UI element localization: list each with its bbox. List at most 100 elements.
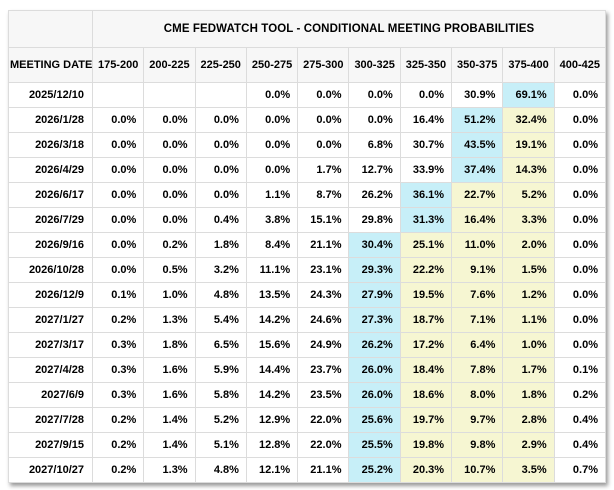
meeting-date-cell: 2027/4/28 xyxy=(8,357,93,383)
probability-cell: 0.0% xyxy=(91,157,145,183)
probability-cell: 18.7% xyxy=(399,307,453,333)
probability-cell: 23.5% xyxy=(297,382,350,408)
probability-cell: 21.1% xyxy=(297,457,350,483)
probability-cell: 0.5% xyxy=(143,257,196,283)
probability-cell: 0.0% xyxy=(194,132,247,158)
meeting-date-cell: 2027/10/27 xyxy=(8,457,93,483)
meeting-date-cell: 2026/10/28 xyxy=(8,257,93,283)
probability-cell: 0.2% xyxy=(553,382,607,408)
probability-cell: 0.2% xyxy=(91,307,145,333)
probability-cell: 21.1% xyxy=(297,232,350,258)
meeting-date-cell: 2027/1/27 xyxy=(8,307,93,333)
probability-cell: 6.4% xyxy=(451,332,504,358)
probability-cell: 1.0% xyxy=(502,332,555,358)
probability-cell: 69.1% xyxy=(502,82,555,108)
probability-cell: 0.0% xyxy=(553,282,607,308)
column-header-rate-range: 175-200 xyxy=(91,47,145,83)
probability-cell: 1.0% xyxy=(143,282,196,308)
probability-cell: 43.5% xyxy=(451,132,504,158)
probability-cell: 0.0% xyxy=(553,257,607,283)
probability-cell: 25.6% xyxy=(348,407,401,433)
column-header-rate-range: 350-375 xyxy=(451,47,504,83)
meeting-date-cell: 2026/3/18 xyxy=(8,132,93,158)
probability-cell: 0.0% xyxy=(91,232,145,258)
probability-cell: 0.0% xyxy=(194,107,247,133)
probability-cell: 12.9% xyxy=(245,407,299,433)
meeting-date-cell: 2026/1/28 xyxy=(8,107,93,133)
probability-cell: 4.8% xyxy=(194,282,247,308)
probability-cell: 1.5% xyxy=(502,257,555,283)
probability-cell: 0.1% xyxy=(91,282,145,308)
probability-cell: 0.0% xyxy=(297,82,350,108)
column-header-rate-range: 325-350 xyxy=(399,47,453,83)
probability-cell: 9.1% xyxy=(451,257,504,283)
probability-cell: 5.9% xyxy=(194,357,247,383)
probability-cell: 22.2% xyxy=(399,257,453,283)
probability-cell: 26.2% xyxy=(348,332,401,358)
probability-cell: 7.8% xyxy=(451,357,504,383)
column-header-rate-range: 250-275 xyxy=(245,47,299,83)
probability-cell: 0.2% xyxy=(91,432,145,458)
meeting-row: 2027/1/27 0.2% 1.3% 5.4% 14.2% 24.6% 27.3% 18.7… xyxy=(8,307,607,333)
meeting-date-cell: 2026/4/29 xyxy=(8,157,93,183)
probability-cell: 1.6% xyxy=(143,357,196,383)
probability-cell: 5.2% xyxy=(194,407,247,433)
probability-cell: 0.0% xyxy=(553,107,607,133)
meeting-row: 2027/7/28 0.2% 1.4% 5.2% 12.9% 22.0% 25.6% 19.7… xyxy=(8,407,607,433)
probability-cell: 0.1% xyxy=(553,357,607,383)
probability-cell: 1.4% xyxy=(143,407,196,433)
probability-cell: 26.2% xyxy=(348,182,401,208)
probability-cell xyxy=(91,82,145,108)
probability-cell: 1.4% xyxy=(143,432,196,458)
probability-cell: 0.0% xyxy=(399,82,453,108)
probability-cell: 1.7% xyxy=(297,157,350,183)
probability-cell: 18.4% xyxy=(399,357,453,383)
probability-cell: 0.2% xyxy=(91,457,145,483)
probability-cell: 0.0% xyxy=(553,182,607,208)
meeting-row: 2027/9/15 0.2% 1.4% 5.1% 12.8% 22.0% 25.5% 19.8… xyxy=(8,432,607,458)
probability-cell: 23.7% xyxy=(297,357,350,383)
meeting-date-cell: 2026/7/29 xyxy=(8,207,93,233)
probability-cell: 19.5% xyxy=(399,282,453,308)
meeting-date-cell: 2027/7/28 xyxy=(8,407,93,433)
probability-cell: 17.2% xyxy=(399,332,453,358)
probability-cell: 0.0% xyxy=(348,107,401,133)
probability-cell: 19.1% xyxy=(502,132,555,158)
probability-cell: 0.0% xyxy=(194,182,247,208)
probability-cell: 0.0% xyxy=(91,132,145,158)
probability-cell: 20.3% xyxy=(399,457,453,483)
probability-cell: 23.1% xyxy=(297,257,350,283)
column-header-rate-range: 375-400 xyxy=(502,47,555,83)
probability-cell: 9.7% xyxy=(451,407,504,433)
meeting-date-cell: 2026/9/16 xyxy=(8,232,93,258)
probability-cell: 24.3% xyxy=(297,282,350,308)
fedwatch-probabilities-table: CME FEDWATCH TOOL - CONDITIONAL MEETING … xyxy=(8,10,607,483)
meeting-date-cell: 2027/6/9 xyxy=(8,382,93,408)
probability-cell: 0.0% xyxy=(91,107,145,133)
probability-cell: 25.2% xyxy=(348,457,401,483)
probability-cell: 0.0% xyxy=(297,132,350,158)
meeting-row: 2026/7/29 0.0% 0.0% 0.4% 3.8% 15.1% 29.8% 31.3%… xyxy=(8,207,607,233)
probability-cell: 30.9% xyxy=(451,82,504,108)
probability-cell: 0.3% xyxy=(91,357,145,383)
probability-cell: 19.8% xyxy=(399,432,453,458)
probability-cell: 25.5% xyxy=(348,432,401,458)
probability-cell: 24.6% xyxy=(297,307,350,333)
probability-cell: 0.0% xyxy=(553,132,607,158)
probability-cell: 51.2% xyxy=(451,107,504,133)
probability-cell: 0.0% xyxy=(245,132,299,158)
probability-cell: 0.0% xyxy=(194,157,247,183)
probability-cell: 1.8% xyxy=(502,382,555,408)
probability-cell xyxy=(194,82,247,108)
probability-cell: 15.6% xyxy=(245,332,299,358)
meeting-date-cell: 2025/12/10 xyxy=(8,82,93,108)
probability-cell: 0.0% xyxy=(245,157,299,183)
probability-cell: 8.0% xyxy=(451,382,504,408)
meeting-row: 2025/12/10 0.0% 0.0% 0.0% 0.0% 30.9% 69.1% 0.0% xyxy=(8,82,607,108)
column-header-meeting-date: MEETING DATE xyxy=(8,47,93,83)
title-row: CME FEDWATCH TOOL - CONDITIONAL MEETING … xyxy=(8,10,606,48)
meeting-date-cell: 2027/3/17 xyxy=(8,332,93,358)
probability-cell: 0.4% xyxy=(553,407,607,433)
probability-cell: 5.8% xyxy=(194,382,247,408)
meeting-row: 2026/10/28 0.0% 0.5% 3.2% 11.1% 23.1% 29.3% 22.… xyxy=(8,257,607,283)
